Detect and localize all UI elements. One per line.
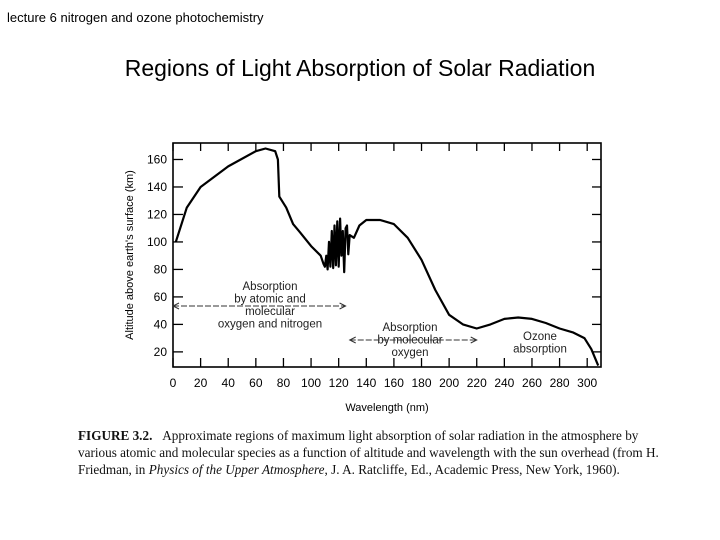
- x-tick-label: 20: [194, 376, 208, 390]
- x-tick-label: 220: [467, 376, 487, 390]
- y-tick-label: 80: [154, 262, 168, 276]
- slide-header: lecture 6 nitrogen and ozone photochemis…: [7, 10, 264, 25]
- x-tick-label: 240: [494, 376, 514, 390]
- annotation-line: oxygen and nitrogen: [218, 319, 322, 331]
- x-tick-label: 280: [550, 376, 570, 390]
- x-tick-label: 300: [577, 376, 597, 390]
- y-tick-label: 20: [154, 345, 168, 359]
- x-tick-label: 200: [439, 376, 459, 390]
- annotation-line: molecular: [245, 306, 295, 318]
- x-tick-label: 140: [356, 376, 376, 390]
- y-tick-label: 120: [147, 207, 167, 221]
- y-tick-label: 60: [154, 290, 168, 304]
- annotation-arrow-molecular-right-head: [470, 336, 478, 344]
- y-axis-label: Altitude above earth's surface (km): [124, 170, 136, 340]
- x-tick-label: 0: [170, 376, 177, 390]
- caption-label: FIGURE 3.2.: [78, 428, 153, 443]
- caption-text-2: , J. A. Ratcliffe, Ed., Academic Press, …: [324, 462, 620, 477]
- slide-title: Regions of Light Absorption of Solar Rad…: [124, 55, 596, 81]
- x-tick-label: 40: [222, 376, 236, 390]
- x-tick-label: 60: [249, 376, 263, 390]
- caption-text-1: Approximate regions of maximum light abs…: [78, 428, 659, 477]
- x-tick-label: 80: [277, 376, 291, 390]
- x-tick-label: 180: [412, 376, 432, 390]
- annotation-line: oxygen: [391, 347, 428, 359]
- y-tick-label: 140: [147, 180, 167, 194]
- x-tick-label: 100: [301, 376, 321, 390]
- y-tick-label: 40: [154, 317, 168, 331]
- annotation-arrow-molecular-left-head: [348, 336, 356, 344]
- annotation-arrow-atomic-left-head: [171, 302, 180, 310]
- caption-book: Physics of the Upper Atmosphere: [148, 462, 325, 477]
- annotation-line: by atomic and: [234, 294, 306, 306]
- y-tick-label: 160: [147, 152, 167, 166]
- absorption-altitude-curve: [174, 147, 600, 367]
- figure-caption: FIGURE 3.2. Approximate regions of maxim…: [78, 427, 678, 478]
- x-tick-label: 260: [522, 376, 542, 390]
- annotation-line: absorption: [513, 344, 567, 356]
- annotation-arrow-atomic-right-head: [339, 302, 347, 310]
- x-tick-label: 160: [384, 376, 404, 390]
- annotation-line: Absorption: [243, 281, 298, 293]
- y-tick-label: 100: [147, 235, 167, 249]
- annotation-line: Ozone: [523, 331, 557, 343]
- plot-frame: [172, 142, 602, 368]
- x-axis-label: Wavelength (nm): [345, 402, 428, 414]
- annotation-line: Absorption: [383, 322, 438, 334]
- x-tick-label: 120: [329, 376, 349, 390]
